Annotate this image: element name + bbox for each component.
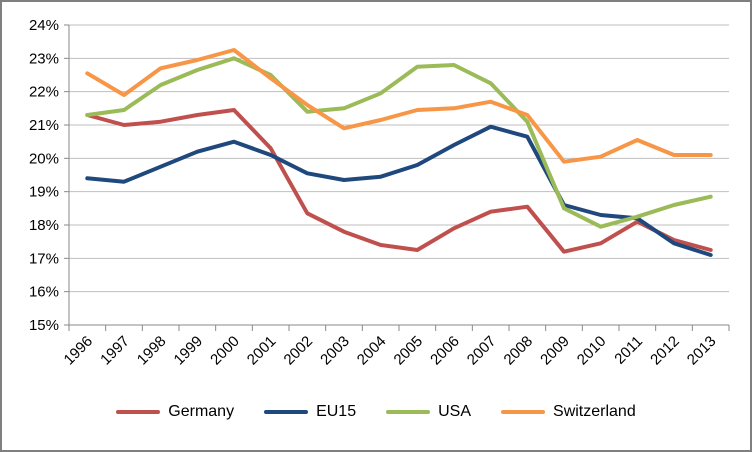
x-axis-label: 2001 xyxy=(244,333,280,369)
y-axis-label: 19% xyxy=(29,184,59,201)
legend-label-usa: USA xyxy=(438,403,472,420)
y-axis-label: 16% xyxy=(29,284,59,301)
legend-item-eu15: EU15 xyxy=(264,404,356,420)
y-axis-label: 18% xyxy=(29,217,59,234)
legend-swatch-switzerland xyxy=(501,410,546,414)
series-line-germany xyxy=(85,108,713,254)
x-axis-label: 2004 xyxy=(354,333,390,369)
series-line-usa xyxy=(85,56,713,229)
y-axis-label: 20% xyxy=(29,150,59,167)
x-axis-label: 2005 xyxy=(391,333,427,369)
legend-item-switzerland: Switzerland xyxy=(501,404,636,420)
legend-label-eu15: EU15 xyxy=(316,403,357,420)
y-axis-label: 23% xyxy=(29,50,59,67)
series-line-eu15 xyxy=(85,124,713,257)
chart-legend: Germany EU15 USA Switzerland xyxy=(2,404,750,420)
x-axis-label: 2011 xyxy=(611,333,646,368)
y-axis-label: 24% xyxy=(29,17,59,34)
y-axis-label: 21% xyxy=(29,117,59,134)
x-axis-label: 2003 xyxy=(317,333,353,369)
legend-item-germany: Germany xyxy=(116,404,234,420)
x-axis-label: 2010 xyxy=(574,333,610,369)
x-axis-label: 2013 xyxy=(684,333,720,369)
y-axis-label: 15% xyxy=(29,317,59,334)
legend-swatch-eu15 xyxy=(264,410,309,414)
x-axis-label: 2006 xyxy=(427,333,463,369)
x-axis-label: 1997 xyxy=(97,333,133,369)
x-axis-label: 2007 xyxy=(464,333,500,369)
y-axis-label: 17% xyxy=(29,250,59,267)
x-axis-label: 2000 xyxy=(207,333,243,369)
legend-label-germany: Germany xyxy=(168,403,235,420)
x-axis-label: 2008 xyxy=(501,333,537,369)
x-axis-label: 1998 xyxy=(134,333,170,369)
legend-item-usa: USA xyxy=(386,404,471,420)
x-axis-label: 2012 xyxy=(647,333,683,369)
series-line-switzerland xyxy=(85,48,713,164)
y-axis-label: 22% xyxy=(29,84,59,101)
x-axis-label: 2009 xyxy=(537,333,573,369)
legend-label-switzerland: Switzerland xyxy=(553,403,636,420)
x-axis-label: 2002 xyxy=(281,333,317,369)
legend-swatch-germany xyxy=(116,410,161,414)
legend-swatch-usa xyxy=(386,410,431,414)
x-axis-label: 1999 xyxy=(171,333,207,369)
x-axis-label: 1996 xyxy=(61,333,97,369)
